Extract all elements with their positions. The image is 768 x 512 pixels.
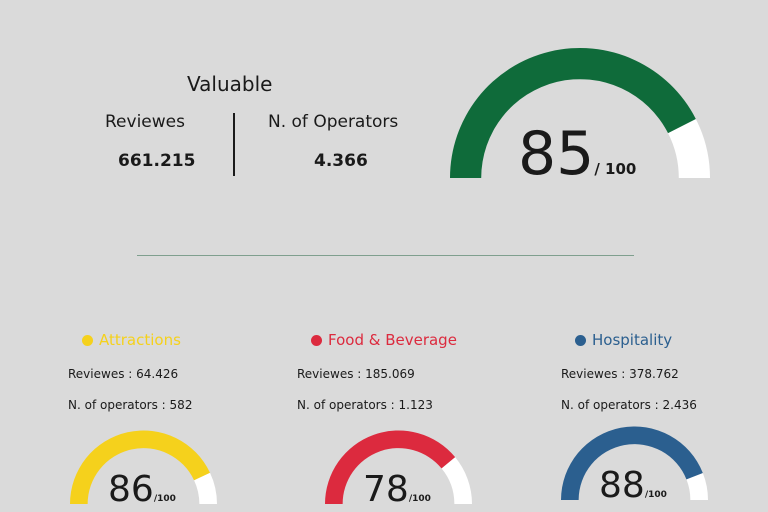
- score-value: 86: [108, 469, 154, 510]
- category-attractions-name: Attractions: [99, 331, 181, 349]
- category-attractions-score: 86/100: [108, 472, 176, 508]
- gauge-fill: [325, 430, 456, 504]
- category-hospitality-score: 88/100: [599, 468, 667, 504]
- category-food-title: Food & Beverage: [311, 331, 457, 349]
- category-food-score: 78/100: [363, 472, 431, 508]
- main-score-gauge: [450, 48, 710, 179]
- category-hospitality-reviews: Reviewes : 378.762: [561, 367, 679, 381]
- category-dot-icon: [311, 334, 322, 346]
- operators-value: 1.123: [398, 398, 433, 412]
- category-dot-icon: [575, 334, 586, 346]
- category-attractions-gauge: [70, 430, 217, 504]
- category-dot-icon: [82, 334, 93, 346]
- section-separator: [137, 255, 634, 256]
- category-hospitality-gauge: [561, 426, 708, 500]
- main-gauge-fill: [450, 48, 696, 179]
- category-food-name: Food & Beverage: [328, 331, 457, 349]
- total-operators-label: N. of Operators: [268, 112, 399, 132]
- operators-value: 582: [169, 398, 193, 412]
- score-value: 88: [599, 465, 645, 506]
- category-hospitality-operators: N. of operators : 2.436: [561, 398, 697, 412]
- total-reviews-label: Reviewes: [105, 112, 185, 132]
- gauge-track: [441, 457, 472, 504]
- operators-label: N. of operators :: [68, 398, 166, 412]
- score-suffix: /100: [408, 494, 431, 504]
- reviews-value: 185.069: [365, 367, 415, 381]
- score-suffix: /100: [153, 494, 176, 504]
- reviews-value: 64.426: [136, 367, 179, 381]
- category-attractions-title: Attractions: [82, 331, 181, 349]
- gauge-track: [194, 472, 217, 504]
- main-score: 85/ 100: [518, 124, 636, 184]
- main-score-value: 85: [518, 119, 595, 189]
- category-food-operators: N. of operators : 1.123: [297, 398, 433, 412]
- reviews-value: 378.762: [629, 367, 679, 381]
- main-gauge-track: [668, 118, 710, 178]
- category-food-reviews: Reviewes : 185.069: [297, 367, 415, 381]
- score-suffix: /100: [644, 490, 667, 500]
- reviews-label: Reviewes :: [68, 367, 133, 381]
- total-reviews-value: 661.215: [118, 151, 196, 171]
- category-attractions-operators: N. of operators : 582: [68, 398, 192, 412]
- category-attractions-reviews: Reviewes : 64.426: [68, 367, 178, 381]
- category-hospitality-name: Hospitality: [592, 331, 673, 349]
- operators-label: N. of operators :: [561, 398, 659, 412]
- operators-label: N. of operators :: [297, 398, 395, 412]
- reviews-label: Reviewes :: [561, 367, 626, 381]
- operators-value: 2.436: [662, 398, 697, 412]
- total-operators-value: 4.366: [314, 151, 368, 171]
- category-hospitality-title: Hospitality: [575, 331, 672, 349]
- gauge-fill: [561, 426, 703, 500]
- gauge-track: [686, 472, 708, 500]
- category-food-gauge: [325, 430, 472, 504]
- summary-title: Valuable: [187, 72, 273, 96]
- reviews-label: Reviewes :: [297, 367, 362, 381]
- gauge-fill: [70, 430, 211, 504]
- score-value: 78: [363, 469, 409, 510]
- stats-divider: [233, 113, 235, 176]
- main-score-suffix: / 100: [594, 160, 637, 178]
